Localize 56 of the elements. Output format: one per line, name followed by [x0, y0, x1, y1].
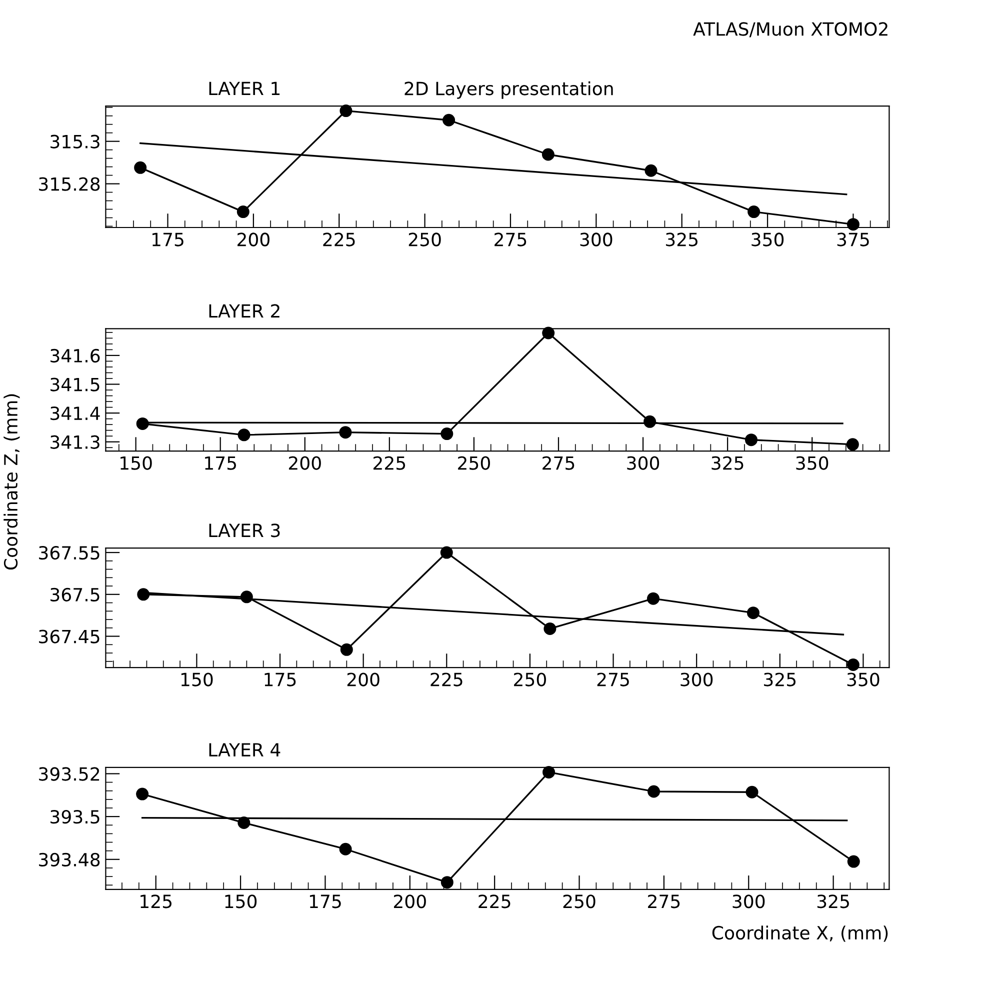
y-tick-label: 393.52 — [39, 767, 100, 781]
x-tick-label: 275 — [494, 232, 526, 246]
x-tick-label: 200 — [394, 894, 426, 908]
chart-title: LAYER 4 — [209, 743, 280, 756]
x-tick-label: 125 — [140, 894, 172, 908]
x-tick-label: 350 — [847, 672, 880, 686]
x-axis-title: Coordinate X, (mm) — [712, 926, 888, 942]
x-tick-label: 325 — [666, 232, 698, 246]
y-tick-label: 367.55 — [39, 546, 100, 560]
x-tick-label: 300 — [732, 894, 765, 908]
x-tick-label: 175 — [205, 456, 236, 470]
text: ATLAS/Muon XTOMO2 — [693, 22, 888, 38]
x-tick-label: 200 — [238, 232, 270, 246]
x-tick-label: 275 — [542, 456, 574, 470]
x-tick-label: 225 — [323, 232, 355, 246]
chart-title: LAYER 2 — [209, 304, 280, 318]
y-axis-title: Coordinate Z, (mm) — [4, 394, 20, 570]
x-tick-label: 225 — [478, 894, 510, 908]
chart-title: LAYER 1 — [209, 82, 280, 95]
x-tick-label: 325 — [817, 894, 849, 908]
text: 2D Layers presentation — [404, 81, 613, 99]
x-tick-label: 150 — [120, 456, 152, 470]
y-tick-label: 341.6 — [50, 348, 100, 363]
x-tick-label: 175 — [152, 232, 184, 246]
y-tick-label: 393.48 — [39, 852, 100, 867]
y-tick-label: 367.5 — [50, 588, 100, 602]
x-tick-label: 200 — [288, 456, 321, 470]
y-tick-label: 315.28 — [39, 177, 100, 191]
x-tick-label: 275 — [597, 672, 629, 686]
x-tick-label: 250 — [514, 672, 546, 686]
x-tick-label: 250 — [408, 232, 441, 246]
x-tick-label: 175 — [310, 894, 341, 908]
x-tick-label: 300 — [680, 672, 713, 686]
x-tick-label: 275 — [648, 894, 680, 908]
x-tick-label: 225 — [430, 672, 462, 686]
x-tick-label: 325 — [712, 456, 744, 470]
x-tick-label: 200 — [347, 672, 380, 686]
chart-title: LAYER 3 — [209, 524, 280, 538]
x-tick-label: 150 — [181, 672, 213, 686]
y-tick-label: 367.45 — [39, 630, 100, 644]
x-tick-label: 250 — [563, 894, 596, 908]
x-tick-label: 300 — [580, 232, 612, 246]
y-tick-label: 341.5 — [50, 378, 100, 392]
y-tick-label: 393.5 — [50, 810, 100, 824]
x-tick-label: 300 — [627, 456, 660, 470]
x-tick-label: 325 — [764, 672, 796, 686]
y-tick-label: 315.3 — [50, 134, 100, 148]
y-tick-label: 341.3 — [50, 435, 100, 449]
x-tick-label: 375 — [837, 232, 869, 246]
x-tick-label: 225 — [374, 456, 406, 470]
x-tick-label: 350 — [796, 456, 828, 470]
x-tick-label: 250 — [458, 456, 490, 470]
x-tick-label: 175 — [264, 672, 296, 686]
x-tick-label: 150 — [225, 894, 257, 908]
x-tick-label: 350 — [752, 232, 784, 246]
y-tick-label: 341.4 — [50, 406, 100, 420]
